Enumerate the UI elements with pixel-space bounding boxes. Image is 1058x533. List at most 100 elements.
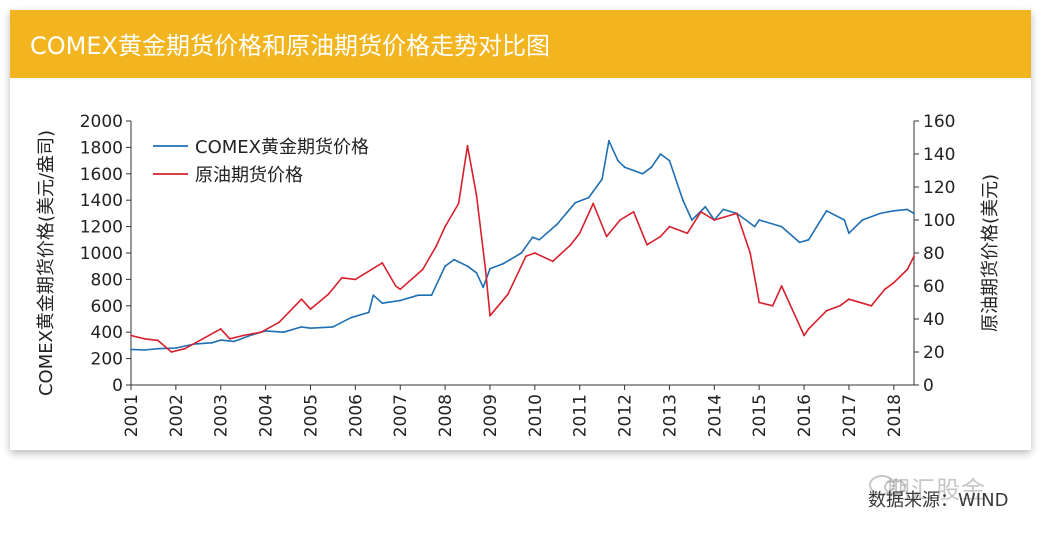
gold-data-point <box>641 172 644 175</box>
gold-data-point <box>753 225 756 228</box>
oil-data-point <box>466 144 469 147</box>
oil-data-point <box>341 276 343 279</box>
gold-data-point <box>143 349 146 351</box>
oil-data-point <box>309 308 312 310</box>
oil-data-point <box>484 268 487 271</box>
y-tick-label: 1000 <box>80 244 123 264</box>
oil-data-point <box>421 268 424 271</box>
oil-data-point <box>475 194 478 197</box>
oil-data-point <box>130 334 132 337</box>
y2-tick-label: 80 <box>923 244 945 264</box>
gold-data-point <box>157 347 159 350</box>
gold-data-point <box>650 166 653 169</box>
x-tick-label: 2006 <box>346 394 366 437</box>
gold-data-point <box>848 232 850 235</box>
x-tick-label: 2008 <box>436 394 456 437</box>
oil-data-point <box>143 337 146 340</box>
gold-data-point <box>453 258 455 261</box>
oil-data-point <box>848 298 850 301</box>
oil-data-point <box>619 219 621 221</box>
y-tick-label: 1200 <box>80 218 123 238</box>
oil-data-point <box>507 293 509 296</box>
y2-tick-label: 20 <box>923 343 945 363</box>
oil-data-point <box>183 347 186 350</box>
oil-data-point <box>327 293 330 296</box>
x-tick-label: 2003 <box>212 394 232 437</box>
gold-data-point <box>722 208 725 211</box>
oil-data-point <box>399 288 402 291</box>
oil-data-point <box>354 278 357 281</box>
oil-data-point <box>592 202 595 205</box>
gold-data-point <box>807 238 810 241</box>
oil-data-point <box>278 321 280 324</box>
oil-data-point <box>870 304 873 307</box>
y2-tick-label: 40 <box>923 310 945 330</box>
gold-data-point <box>350 316 352 319</box>
oil-data-point <box>646 243 648 246</box>
x-tick-label: 2013 <box>660 394 680 437</box>
oil-data-point <box>533 252 536 254</box>
gold-data-point <box>489 267 491 270</box>
oil-data-point <box>219 328 222 330</box>
gold-data-point <box>482 286 485 289</box>
oil-data-point <box>758 301 761 304</box>
x-tick-label: 2005 <box>301 394 321 437</box>
gold-data-point <box>531 236 534 239</box>
x-tick-label: 2016 <box>795 394 815 437</box>
oil-data-point <box>300 298 303 301</box>
legend-label-gold: COMEX黄金期货价格 <box>195 137 369 158</box>
gold-data-point <box>574 201 577 204</box>
gold-data-point <box>758 219 761 221</box>
y2-tick-label: 60 <box>923 277 945 297</box>
legend-label-oil: 原油期货价格 <box>195 165 303 186</box>
oil-data-point <box>525 255 527 258</box>
wechat-icon <box>869 475 906 495</box>
y-tick-label: 2000 <box>80 112 123 132</box>
oil-data-point <box>242 334 245 337</box>
x-tick-label: 2010 <box>526 394 546 437</box>
x-tick-label: 2012 <box>616 394 636 437</box>
x-tick-label: 2002 <box>167 394 187 437</box>
oil-data-point <box>170 351 173 353</box>
chart-card: COMEX黄金期货价格和原油期货价格走势对比图 <box>10 10 1031 450</box>
oil-data-point <box>780 285 783 287</box>
x-tick-label: 2018 <box>885 394 905 437</box>
oil-data-point <box>551 260 554 263</box>
gold-data-point <box>780 225 783 228</box>
gold-data-point <box>798 241 801 244</box>
data-source: 数据来源：WIND <box>868 490 1009 511</box>
y-tick-label: 0 <box>112 376 123 396</box>
oil-data-point <box>659 235 662 238</box>
y-tick-label: 200 <box>91 350 123 370</box>
x-tick-label: 2015 <box>750 394 770 437</box>
y-tick-label: 1800 <box>80 138 123 158</box>
gold-price-line <box>130 140 915 351</box>
gold-data-point <box>466 265 469 268</box>
gold-data-point <box>691 219 693 221</box>
y-tick-label: 800 <box>91 270 123 290</box>
y2-tick-label: 0 <box>923 376 934 396</box>
x-tick-label: 2007 <box>391 394 411 437</box>
oil-data-point <box>735 212 738 215</box>
gold-data-point <box>843 219 846 221</box>
gold-data-point <box>381 302 384 305</box>
x-tick-label: 2001 <box>122 394 142 437</box>
oil-data-point <box>771 304 774 307</box>
y-tick-label: 600 <box>91 297 123 317</box>
oil-data-point <box>794 314 796 317</box>
oil-data-point <box>260 331 262 334</box>
oil-data-point <box>892 281 895 284</box>
oil-data-point <box>444 225 446 228</box>
gold-data-point <box>659 153 662 155</box>
gold-data-point <box>390 300 393 303</box>
x-tick-label: 2014 <box>705 394 725 437</box>
gold-data-point <box>300 326 303 328</box>
gold-data-point <box>502 262 505 265</box>
oil-data-point <box>713 219 716 221</box>
y2-axis-title: 原油期货价格(美元) <box>980 174 1001 332</box>
oil-data-point <box>839 304 841 307</box>
gold-data-point <box>309 327 312 330</box>
gold-data-point <box>668 159 671 162</box>
y-axis-title: COMEX黄金期货价格(美元/盎司) <box>36 130 57 396</box>
